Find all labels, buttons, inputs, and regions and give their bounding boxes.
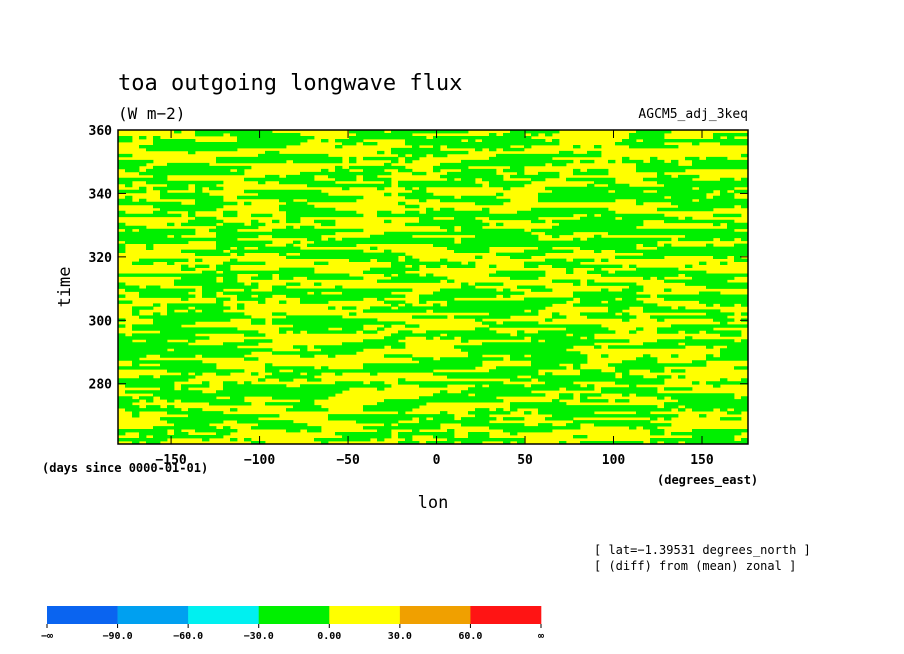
chart-title: toa outgoing longwave flux (118, 71, 462, 96)
y-tick-label: 300 (89, 314, 113, 329)
y-tick-label: 340 (89, 187, 113, 202)
latitude-annotation: [ lat=−1.39531 degrees_north ] (594, 543, 811, 557)
y-axis: 280 300 320 340 360 (89, 124, 748, 393)
y-tick-label: 280 (89, 378, 113, 393)
x-axis-label: lon (418, 493, 449, 513)
colorbar-swatch (399, 606, 471, 624)
x-tick-label: 0 (433, 453, 441, 468)
colorbar-swatch (188, 606, 260, 624)
y-axis-label: time (55, 267, 75, 308)
y-tick-label: 360 (89, 124, 113, 139)
x-tick-label: 50 (517, 453, 533, 468)
colorbar-swatch (47, 606, 118, 624)
x-tick-label: −150 (155, 453, 186, 468)
plot-area (117, 129, 749, 445)
colorbar-swatch (329, 606, 401, 624)
diff-annotation: [ (diff) from (mean) zonal ] (594, 559, 796, 573)
plot-frame (117, 129, 749, 445)
colorbar-label: ∞ (538, 631, 544, 642)
colorbar-label: 30.0 (388, 631, 412, 642)
colorbar-swatch (470, 606, 542, 624)
x-tick-label: 150 (690, 453, 714, 468)
y-axis-units: (days since 0000-01-01) (42, 461, 208, 475)
colorbar-label: 60.0 (458, 631, 482, 642)
heatmap-field (118, 130, 749, 445)
negative-anomaly-region (118, 130, 749, 445)
colorbar: −∞ −90.0 −60.0 −30.0 0.00 30.0 60.0 ∞ (41, 606, 544, 642)
x-axis-units: (degrees_east) (657, 473, 758, 488)
colorbar-label: −∞ (41, 631, 53, 642)
y-tick-label: 320 (89, 251, 113, 266)
colorbar-label: −60.0 (173, 631, 203, 642)
chart-units: (W m−2) (118, 104, 185, 123)
colorbar-label: −90.0 (103, 631, 133, 642)
colorbar-swatch (117, 606, 189, 624)
run-name: AGCM5_adj_3keq (638, 107, 748, 122)
x-tick-label: −50 (336, 453, 360, 468)
colorbar-swatch (258, 606, 330, 624)
colorbar-label: −30.0 (244, 631, 274, 642)
x-axis: −150 −100 −50 0 50 100 150 (155, 130, 714, 468)
x-tick-label: −100 (244, 453, 275, 468)
colorbar-label: 0.00 (317, 631, 341, 642)
x-tick-label: 100 (602, 453, 626, 468)
